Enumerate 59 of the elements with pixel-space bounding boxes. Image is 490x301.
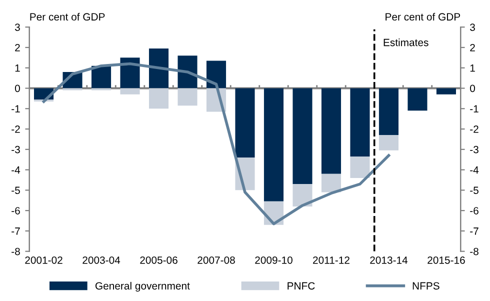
y-tick-label: -8 (12, 248, 20, 256)
y2-axis-title: Per cent of GDP (386, 12, 460, 21)
bar (350, 156, 370, 178)
bar (178, 56, 198, 88)
x-tick-label: 2007-08 (198, 256, 235, 264)
bar (178, 88, 198, 106)
bar (292, 88, 312, 184)
y2-tick-label: -3 (470, 146, 478, 154)
y-axis-title: Per cent of GDP (30, 12, 105, 21)
y2-tick-label: -8 (470, 248, 478, 256)
y2-tick-label: 0 (470, 84, 476, 92)
line-series (42, 62, 390, 226)
bar (350, 88, 370, 157)
y-tick-label: -3 (12, 146, 20, 154)
y-tick-label: -2 (12, 126, 20, 133)
y2-tick-label: -1 (470, 105, 478, 112)
x-tick-label: 2011-12 (313, 256, 350, 264)
bar (408, 88, 428, 111)
ref-line-label: Estimates (384, 38, 428, 46)
bar (235, 88, 255, 158)
x-tick-label: 2009-10 (255, 256, 292, 264)
y2-tick-label: -2 (470, 126, 478, 133)
bar (378, 88, 399, 136)
bar (148, 48, 169, 88)
y-tick-label: 2 (15, 44, 20, 52)
bar (378, 135, 399, 150)
y2-tick-label: -4 (470, 166, 479, 174)
y-tick-label: -6 (12, 207, 20, 214)
bar (321, 174, 342, 192)
y2-tick-label: 2 (470, 44, 475, 52)
x-tick-label: 2001-02 (25, 256, 62, 264)
y-tick-label: -5 (12, 186, 20, 194)
legend-label: NFPS (412, 282, 440, 290)
bar (91, 66, 112, 88)
y2-tick-label: 3 (470, 24, 475, 31)
bar (292, 184, 312, 206)
x-tick-label: 2013-14 (370, 256, 408, 264)
x-tick-label: 2015-16 (428, 256, 465, 264)
bar (120, 88, 140, 94)
y-tick-label: 3 (14, 24, 20, 31)
bar (206, 60, 226, 88)
y-tick-label: 0 (14, 84, 20, 92)
bar (264, 88, 284, 202)
y2-tick-label: -5 (470, 186, 478, 194)
bar (120, 58, 140, 88)
bar (436, 88, 456, 94)
y-tick-label: 1 (15, 64, 20, 72)
bar (148, 88, 169, 109)
y-tick-label: -1 (12, 105, 20, 112)
x-tick-label: 2005-06 (140, 256, 178, 264)
y2-tick-label: 1 (470, 64, 475, 72)
y2-tick-label: -7 (470, 228, 478, 235)
x-tick-label: 2003-04 (82, 256, 120, 264)
bar (321, 88, 342, 174)
legend-label: PNFC (288, 282, 315, 290)
legend-label: General government (96, 282, 190, 292)
y2-tick-label: -6 (470, 207, 478, 214)
y-tick-label: -4 (12, 166, 20, 174)
y-tick-label: -7 (12, 228, 20, 235)
